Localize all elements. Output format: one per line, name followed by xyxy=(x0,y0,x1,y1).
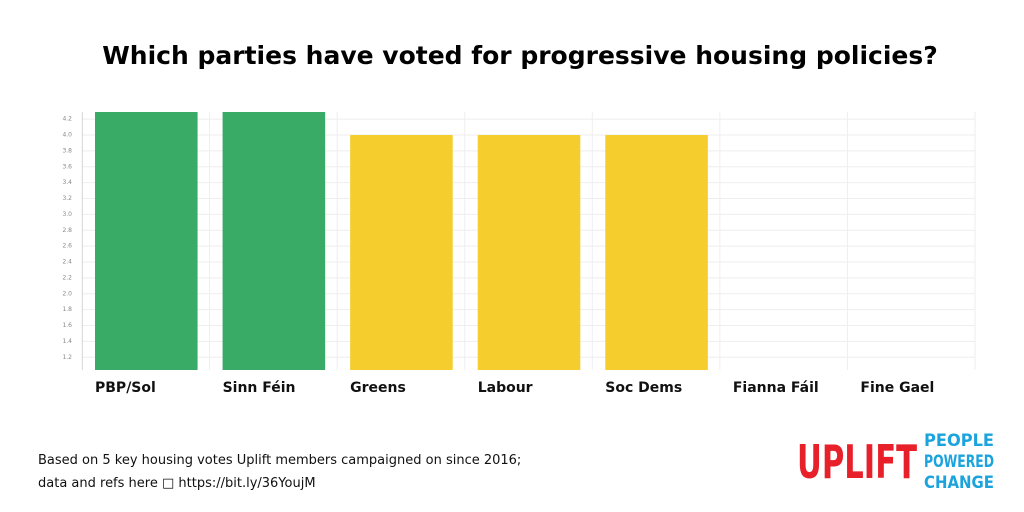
bar xyxy=(477,135,581,370)
y-tick-label: 2.4 xyxy=(62,259,72,266)
logo-name: UPLIFT xyxy=(797,435,917,489)
footnote: data and refs here □ https://bit.ly/36Yo… xyxy=(38,476,316,491)
y-tick-label: 2.6 xyxy=(62,243,72,250)
y-tick-label: 3.6 xyxy=(62,163,72,170)
bar xyxy=(95,112,198,370)
y-tick-label: 3.8 xyxy=(62,147,72,154)
x-tick-label: PBP/Sol xyxy=(95,380,156,396)
bar xyxy=(605,135,708,370)
x-tick-label: Labour xyxy=(478,380,533,396)
y-tick-label: 2.2 xyxy=(62,274,72,281)
y-tick-label: 1.8 xyxy=(62,306,72,313)
chart-title: Which parties have voted for progressive… xyxy=(102,41,938,70)
y-tick-label: 2.8 xyxy=(62,227,72,234)
x-tick-label: Sinn Féin xyxy=(223,380,296,396)
y-tick-label: 3.2 xyxy=(62,195,72,202)
y-tick-label: 2.0 xyxy=(62,290,72,297)
logo-tagline: CHANGE xyxy=(924,473,994,493)
y-tick-label: 3.4 xyxy=(62,179,72,186)
bar xyxy=(222,112,326,370)
y-tick-label: 1.6 xyxy=(62,322,72,329)
y-tick-label: 4.2 xyxy=(62,116,72,123)
y-tick-label: 1.2 xyxy=(62,354,72,361)
footnote: Based on 5 key housing votes Uplift memb… xyxy=(38,453,521,468)
logo-tagline: POWERED xyxy=(924,452,994,472)
y-tick-label: 3.0 xyxy=(62,211,72,218)
x-tick-label: Fianna Fáil xyxy=(733,380,819,396)
y-tick-label: 4.0 xyxy=(62,132,72,139)
x-tick-label: Greens xyxy=(350,380,406,396)
logo-tagline: PEOPLE xyxy=(924,431,994,451)
bar xyxy=(350,135,453,370)
x-tick-label: Soc Dems xyxy=(605,380,682,396)
y-tick-label: 1.4 xyxy=(62,338,72,345)
x-tick-label: Fine Gael xyxy=(860,380,934,396)
